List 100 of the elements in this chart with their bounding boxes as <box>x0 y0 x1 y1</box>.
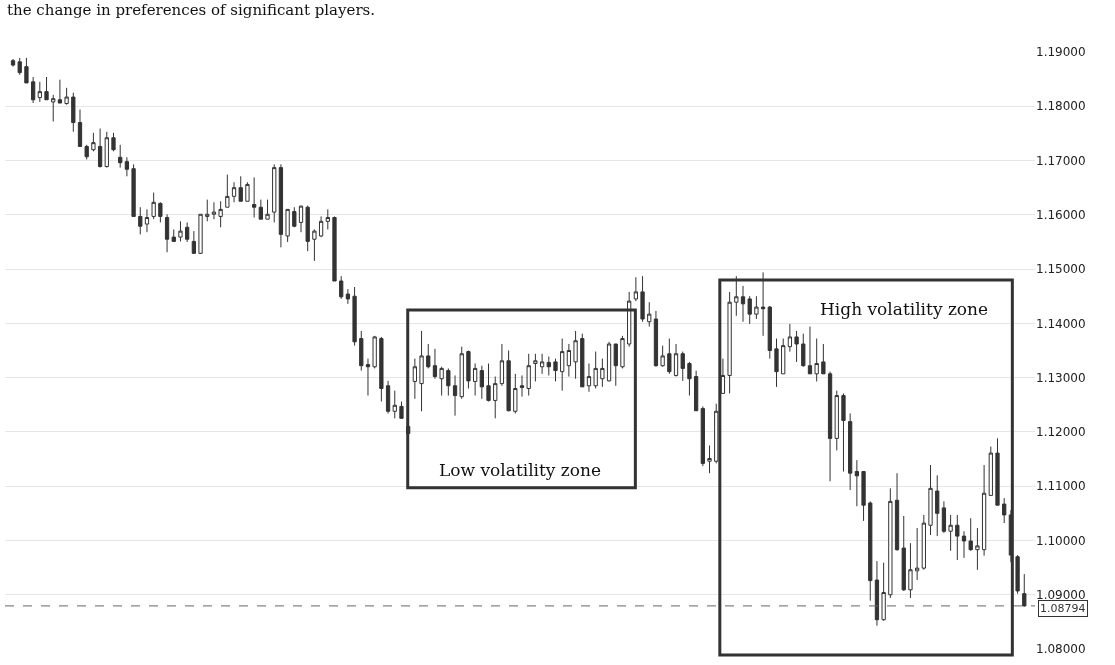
candlestick <box>533 353 538 382</box>
y-tick-label: 1.10000 <box>1036 533 1086 548</box>
ref-line-label: 1.08794 <box>1040 602 1086 615</box>
candlestick <box>412 358 417 400</box>
candlestick <box>318 215 324 238</box>
candlestick <box>868 500 873 602</box>
candlestick <box>573 330 578 380</box>
candlestick <box>265 199 270 220</box>
candlestick <box>693 370 699 412</box>
candlestick <box>894 472 900 552</box>
candlestick <box>814 338 819 382</box>
candlestick <box>151 192 156 220</box>
candlestick <box>111 132 116 152</box>
annotation: Low volatility zone <box>439 460 602 480</box>
candlestick <box>479 365 484 400</box>
candlestick <box>1015 554 1020 595</box>
candlestick <box>205 199 210 222</box>
candlestick <box>446 367 451 397</box>
candlestick <box>633 276 638 302</box>
candlestick <box>975 527 980 571</box>
candlestick <box>191 230 196 255</box>
candlestick <box>794 330 799 363</box>
candlestick <box>292 206 297 228</box>
candlestick <box>225 174 230 208</box>
candlestick <box>466 350 471 389</box>
candlestick <box>908 542 913 599</box>
candlestick <box>760 271 766 337</box>
candlestick <box>961 530 967 559</box>
candlestick <box>298 205 304 233</box>
y-tick-label: 1.14000 <box>1036 316 1086 331</box>
candlestick <box>968 517 973 552</box>
candlestick <box>981 464 987 557</box>
candlestick <box>118 144 123 169</box>
candlestick <box>64 87 69 106</box>
candlestick <box>245 181 250 202</box>
candlestick <box>325 208 330 230</box>
candlestick <box>345 288 351 305</box>
candlestick <box>258 199 263 220</box>
candlestick <box>801 333 806 368</box>
candlestick <box>727 291 732 394</box>
y-tick-label: 1.11000 <box>1036 479 1086 494</box>
candlestick <box>580 333 585 388</box>
candlestick <box>452 374 458 417</box>
candlestick <box>392 390 397 419</box>
candlestick <box>231 181 237 203</box>
candlestick <box>955 514 960 561</box>
candlestick <box>158 201 163 223</box>
y-tick-label: 1.16000 <box>1036 208 1086 223</box>
candlestick <box>941 500 947 534</box>
candlestick <box>57 79 63 104</box>
candlestick <box>539 353 545 375</box>
candlestick <box>439 366 444 397</box>
candlestick <box>720 358 726 394</box>
candlestick <box>30 76 36 104</box>
candlestick <box>640 275 645 323</box>
candlestick <box>734 275 739 317</box>
candlestick <box>834 390 839 451</box>
candlestick <box>914 527 920 581</box>
candlestick <box>606 341 612 382</box>
candlestick <box>419 330 424 412</box>
y-tick-label: 1.09000 <box>1036 587 1086 602</box>
candlestick <box>560 338 565 392</box>
candlestick <box>827 371 833 482</box>
candlestick <box>740 285 746 323</box>
candlestick <box>673 343 679 378</box>
y-tick-label: 1.17000 <box>1036 153 1086 168</box>
candlestick <box>138 206 143 235</box>
candlestick <box>995 437 1000 506</box>
candlestick <box>680 351 685 382</box>
y-tick-label: 1.15000 <box>1036 262 1086 277</box>
candlestick <box>700 405 705 467</box>
candlestick <box>486 363 491 403</box>
candlestick <box>399 401 404 419</box>
candlestick <box>747 295 752 325</box>
candlestick <box>339 275 344 300</box>
candlestick <box>285 208 290 243</box>
candlestick <box>627 291 632 348</box>
candlestick <box>251 176 257 219</box>
candlestick <box>807 326 813 375</box>
candlestick <box>620 335 625 369</box>
candlestick <box>97 128 103 169</box>
candlestick <box>124 156 130 177</box>
candlestick <box>600 358 605 388</box>
y-tick-label: 1.19000 <box>1036 45 1086 60</box>
candlestick <box>774 338 779 388</box>
candlestick <box>379 336 384 403</box>
candlestick <box>144 208 150 233</box>
candlestick <box>372 335 377 369</box>
candlestick <box>1002 497 1007 524</box>
candlestick <box>754 295 759 320</box>
candlestick <box>948 514 953 552</box>
candlestick <box>51 94 56 122</box>
candlestick <box>841 392 846 473</box>
candlestick <box>647 301 652 328</box>
candlestick <box>472 363 478 397</box>
candlestick <box>185 221 190 243</box>
candlestick <box>553 358 558 382</box>
y-tick-label: 1.13000 <box>1036 370 1086 385</box>
candlestick <box>714 403 719 464</box>
candlestick <box>921 514 926 571</box>
